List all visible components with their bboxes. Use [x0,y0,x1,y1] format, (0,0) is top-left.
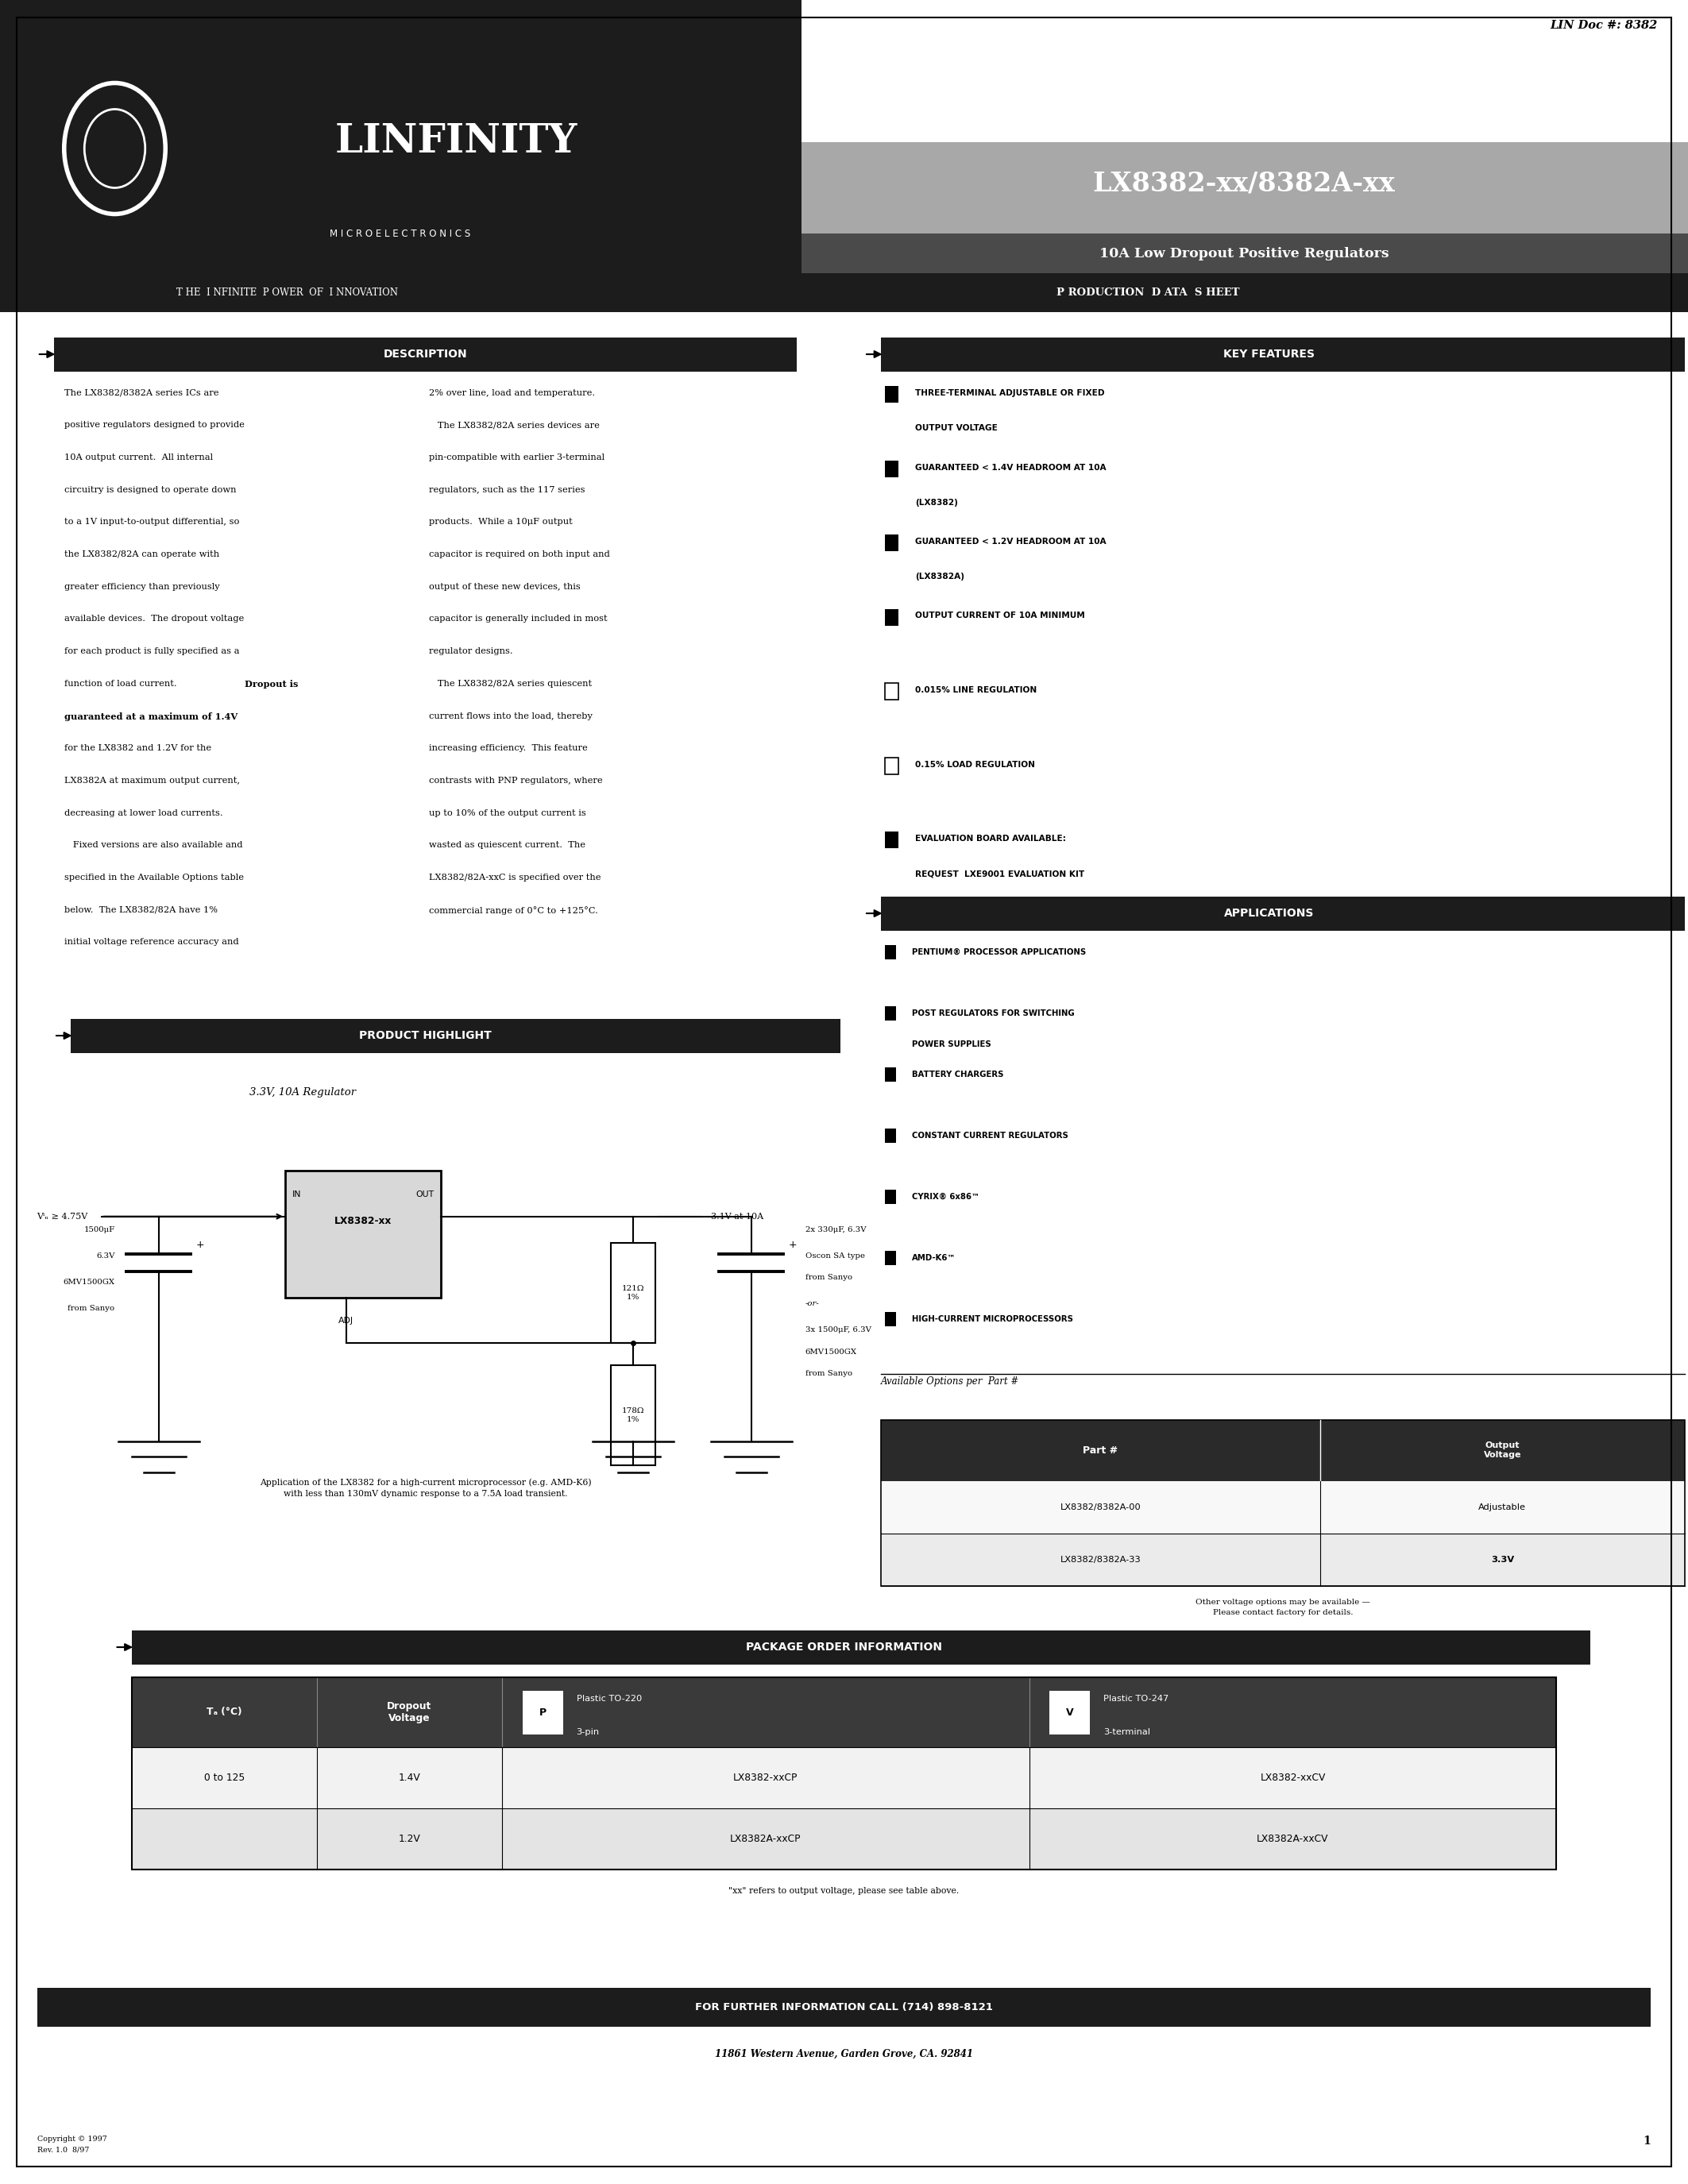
Bar [71,1018,841,1053]
Text: circuitry is designed to operate down: circuitry is designed to operate down [64,485,236,494]
Text: Available Options per  Part #: Available Options per Part # [881,1376,1020,1387]
Text: Oscon SA type: Oscon SA type [805,1251,864,1260]
Text: Vⁱₙ ≥ 4.75V: Vⁱₙ ≥ 4.75V [37,1212,88,1221]
Bar [885,1068,896,1081]
Text: from Sanyo: from Sanyo [805,1369,852,1378]
Text: LIN Doc #: 8382: LIN Doc #: 8382 [1550,20,1658,31]
Text: THREE-TERMINAL ADJUSTABLE OR FIXED: THREE-TERMINAL ADJUSTABLE OR FIXED [915,389,1104,397]
Text: GUARANTEED < 1.2V HEADROOM AT 10A: GUARANTEED < 1.2V HEADROOM AT 10A [915,537,1106,546]
Text: CYRIX® 6x86™: CYRIX® 6x86™ [912,1192,979,1201]
Text: Adjustable: Adjustable [1479,1503,1526,1511]
Bar [611,1243,655,1343]
Text: LINFINITY: LINFINITY [334,122,577,162]
Text: KEY FEATURES: KEY FEATURES [1224,349,1315,360]
Text: LX8382/8382A-33: LX8382/8382A-33 [1060,1555,1141,1564]
Text: BATTERY CHARGERS: BATTERY CHARGERS [912,1070,1003,1079]
Bar [881,898,1685,930]
Text: EVALUATION BOARD AVAILABLE:: EVALUATION BOARD AVAILABLE: [915,834,1065,843]
Text: output of these new devices, this: output of these new devices, this [429,583,581,590]
Text: LX8382-xx/8382A-xx: LX8382-xx/8382A-xx [1092,170,1396,197]
Bar [285,1171,441,1297]
Text: 1.4V: 1.4V [398,1773,420,1782]
Text: from Sanyo: from Sanyo [68,1304,115,1313]
Text: Tₐ (°C): Tₐ (°C) [206,1708,241,1717]
Text: LX8382/8382A-00: LX8382/8382A-00 [1060,1503,1141,1511]
Text: wasted as quiescent current.  The: wasted as quiescent current. The [429,841,586,850]
Bar [881,339,1685,371]
Text: The LX8382/82A series quiescent: The LX8382/82A series quiescent [429,679,592,688]
Text: 0.15% LOAD REGULATION: 0.15% LOAD REGULATION [915,760,1035,769]
Bar [881,1420,1685,1481]
Text: 3-terminal: 3-terminal [1104,1728,1150,1736]
Text: Output
Voltage: Output Voltage [1484,1441,1521,1459]
Text: The LX8382/8382A series ICs are: The LX8382/8382A series ICs are [64,389,219,397]
Text: increasing efficiency.  This feature: increasing efficiency. This feature [429,745,587,751]
Text: PACKAGE ORDER INFORMATION: PACKAGE ORDER INFORMATION [746,1642,942,1653]
Text: 2% over line, load and temperature.: 2% over line, load and temperature. [429,389,594,397]
Text: capacitor is required on both input and: capacitor is required on both input and [429,550,609,559]
Text: LX8382/82A-xxC is specified over the: LX8382/82A-xxC is specified over the [429,874,601,882]
Text: PRODUCT HIGHLIGHT: PRODUCT HIGHLIGHT [360,1031,491,1042]
Text: 3.3V: 3.3V [1491,1555,1514,1564]
Bar [885,832,898,850]
Bar [285,1171,441,1297]
Bar [885,1129,896,1142]
Text: P RODUCTION  D ATA  S HEET: P RODUCTION D ATA S HEET [1057,288,1239,297]
Text: 3.3V, 10A Regulator: 3.3V, 10A Regulator [250,1088,356,1099]
Text: "xx" refers to output voltage, please see table above.: "xx" refers to output voltage, please se… [729,1887,959,1896]
Text: M I C R O E L E C T R O N I C S: M I C R O E L E C T R O N I C S [329,229,471,238]
Text: HIGH-CURRENT MICROPROCESSORS: HIGH-CURRENT MICROPROCESSORS [912,1315,1074,1324]
Text: LX8382A-xxCP: LX8382A-xxCP [731,1835,802,1843]
Text: initial voltage reference accuracy and: initial voltage reference accuracy and [64,939,238,946]
Text: (LX8382): (LX8382) [915,498,957,507]
Bar [0,273,1688,312]
Bar [885,758,898,775]
Text: 121Ω
1%: 121Ω 1% [621,1284,645,1302]
Text: regulators, such as the 117 series: regulators, such as the 117 series [429,485,584,494]
Text: regulator designs.: regulator designs. [429,646,513,655]
Bar [885,1251,896,1265]
Text: Application of the LX8382 for a high-current microprocessor (e.g. AMD-K6)
with l: Application of the LX8382 for a high-cur… [260,1479,591,1498]
Text: 6MV1500GX: 6MV1500GX [805,1348,858,1356]
Text: 6MV1500GX: 6MV1500GX [62,1278,115,1286]
Bar [54,339,797,371]
Text: POST REGULATORS FOR SWITCHING: POST REGULATORS FOR SWITCHING [912,1009,1074,1018]
Bar [885,946,896,959]
Text: 0 to 125: 0 to 125 [204,1773,245,1782]
Text: +: + [788,1241,797,1249]
Bar [0,0,802,273]
Text: capacitor is generally included in most: capacitor is generally included in most [429,616,608,622]
Text: LX8382-xx: LX8382-xx [334,1216,392,1225]
Text: T HE  I NFINITE  P OWER  OF  I NNOVATION: T HE I NFINITE P OWER OF I NNOVATION [176,288,398,297]
Text: decreasing at lower load currents.: decreasing at lower load currents. [64,808,223,817]
Text: current flows into the load, thereby: current flows into the load, thereby [429,712,592,721]
Text: LX8382A-xxCV: LX8382A-xxCV [1258,1835,1328,1843]
Bar [885,1313,896,1326]
Bar [132,1808,1556,1870]
Text: GUARANTEED < 1.4V HEADROOM AT 10A: GUARANTEED < 1.4V HEADROOM AT 10A [915,463,1106,472]
Text: REQUEST  LXE9001 EVALUATION KIT: REQUEST LXE9001 EVALUATION KIT [915,869,1084,878]
Text: LX8382A at maximum output current,: LX8382A at maximum output current, [64,778,240,784]
Bar [885,1190,896,1203]
Text: for each product is fully specified as a: for each product is fully specified as a [64,646,240,655]
Text: LX8382-xxCV: LX8382-xxCV [1259,1773,1325,1782]
Bar [885,461,898,478]
Text: -or-: -or- [805,1299,819,1308]
Text: Fixed versions are also available and: Fixed versions are also available and [64,841,243,850]
Text: specified in the Available Options table: specified in the Available Options table [64,874,243,882]
Text: Dropout is: Dropout is [245,679,299,688]
Bar [885,609,898,627]
Text: POWER SUPPLIES: POWER SUPPLIES [912,1040,991,1048]
Text: FOR FURTHER INFORMATION CALL (714) 898-8121: FOR FURTHER INFORMATION CALL (714) 898-8… [695,2003,993,2011]
Text: below.  The LX8382/82A have 1%: below. The LX8382/82A have 1% [64,906,218,913]
Bar [885,684,898,699]
Text: 3x 1500μF, 6.3V: 3x 1500μF, 6.3V [805,1326,871,1334]
Text: IN: IN [292,1190,300,1199]
Text: from Sanyo: from Sanyo [805,1273,852,1282]
Bar [802,0,1688,142]
Text: Copyright © 1997
Rev. 1.0  8/97: Copyright © 1997 Rev. 1.0 8/97 [37,2136,106,2153]
Text: guaranteed at a maximum of 1.4V: guaranteed at a maximum of 1.4V [64,712,238,721]
Text: available devices.  The dropout voltage: available devices. The dropout voltage [64,616,243,622]
Bar [1050,1690,1090,1734]
Text: commercial range of 0°C to +125°C.: commercial range of 0°C to +125°C. [429,906,598,915]
